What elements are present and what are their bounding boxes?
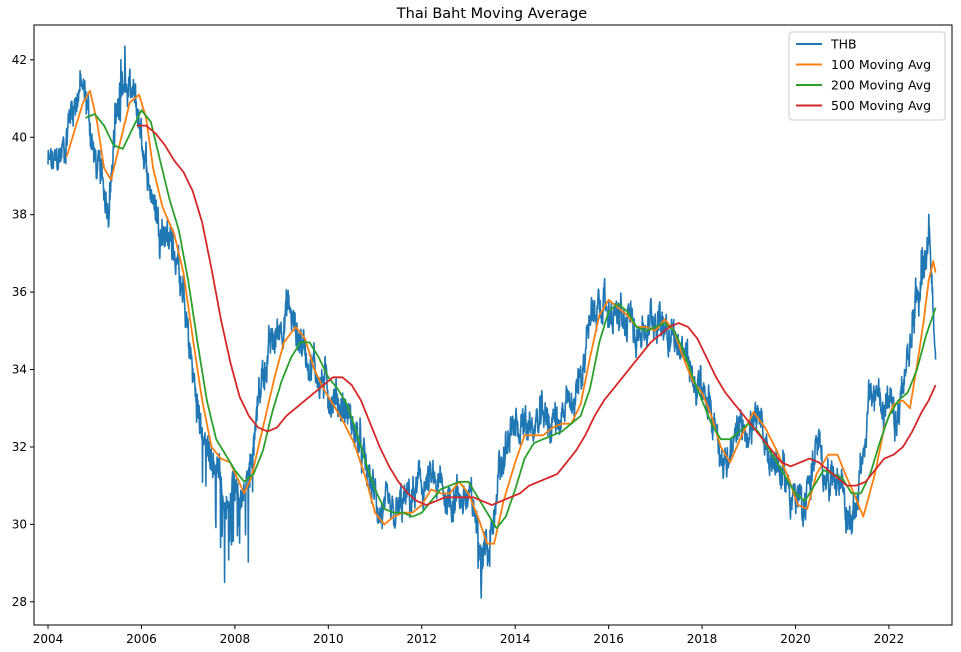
x-axis: 2004 2006 2008 2010 2012 2014 2016 2018 2020 2022 (33, 625, 904, 646)
y-axis: 28 30 32 34 36 38 40 42 (12, 53, 34, 609)
legend-label: 100 Moving Avg (831, 57, 931, 72)
legend-label: THB (830, 37, 857, 52)
chart-title: Thai Baht Moving Average (396, 6, 588, 22)
x-tick-label: 2014 (500, 632, 531, 646)
x-tick-label: 2020 (780, 632, 811, 646)
legend: THB 100 Moving Avg 200 Moving Avg 500 Movin… (788, 31, 946, 121)
y-tick-label: 36 (12, 285, 27, 299)
x-tick-label: 2006 (126, 632, 157, 646)
x-tick-label: 2010 (313, 632, 344, 646)
x-tick-label: 2018 (687, 632, 718, 646)
x-tick-label: 2022 (874, 632, 905, 646)
legend-label: 200 Moving Avg (831, 78, 931, 93)
series-line-2 (85, 109, 937, 530)
y-tick-label: 38 (12, 208, 27, 222)
y-tick-label: 40 (12, 130, 27, 144)
legend-box (788, 31, 946, 121)
x-tick-label: 2008 (220, 632, 251, 646)
y-tick-label: 34 (12, 363, 27, 377)
y-tick-label: 28 (12, 595, 27, 609)
legend-label: 500 Moving Avg (831, 98, 931, 113)
y-tick-label: 42 (12, 53, 27, 67)
x-tick-label: 2016 (593, 632, 624, 646)
series-layer (47, 45, 937, 599)
plot-frame (33, 24, 953, 626)
series-line-3 (136, 124, 937, 506)
y-tick-label: 30 (12, 517, 27, 531)
x-tick-label: 2004 (33, 632, 64, 646)
y-tick-label: 32 (12, 440, 27, 454)
series-line-0 (47, 45, 937, 599)
x-tick-label: 2012 (406, 632, 437, 646)
